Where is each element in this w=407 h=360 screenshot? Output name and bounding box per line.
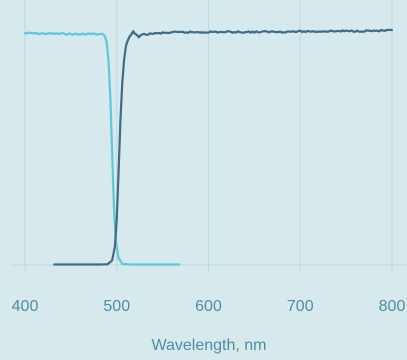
x-tick-label: 600	[195, 298, 222, 315]
x-tick-label: 800	[379, 298, 406, 315]
x-axis-ticks: 400 500 600 700 800	[12, 298, 406, 315]
series-line-1	[23, 31, 181, 266]
x-axis-label: Wavelength, nm	[151, 337, 266, 354]
x-tick-label: 400	[12, 298, 39, 315]
grid	[10, 0, 407, 272]
x-tick-label: 500	[103, 298, 130, 315]
series-group	[23, 28, 394, 266]
series-line-2	[53, 28, 394, 266]
x-tick-label: 700	[287, 298, 314, 315]
